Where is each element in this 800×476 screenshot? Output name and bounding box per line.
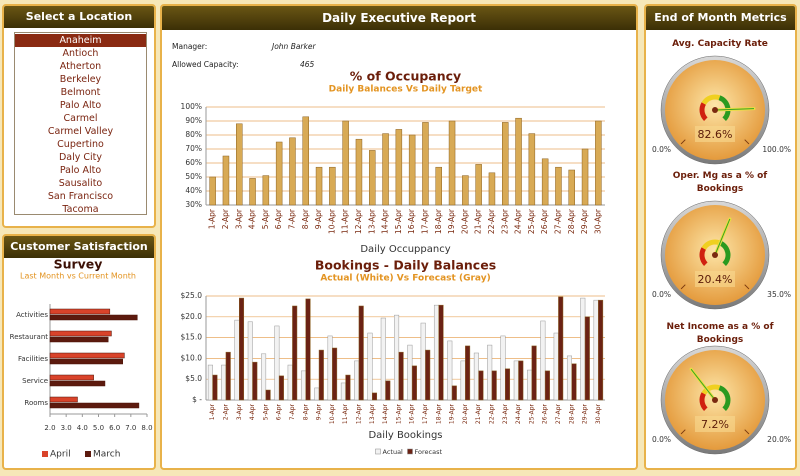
gauge-title: Avg. Capacity Rate xyxy=(672,39,768,49)
field-label: Allowed Capacity: xyxy=(172,60,239,69)
location-item[interactable]: Carmel xyxy=(63,113,98,124)
gauge-title: Net Income as a % of Bookings xyxy=(666,322,774,345)
location-item[interactable]: Berkeley xyxy=(59,74,102,85)
location-item[interactable]: Palo Alto xyxy=(59,100,102,111)
panel-header: Daily Executive Report xyxy=(162,6,636,30)
satisfaction-panel: Customer Satisfaction xyxy=(2,234,156,470)
field-value: John Barker xyxy=(272,42,316,51)
metrics-panel: End of Month Metrics xyxy=(644,4,797,470)
location-item[interactable]: Antioch xyxy=(62,48,99,59)
location-item[interactable]: Atherton xyxy=(59,61,102,72)
field-label: Manager: xyxy=(172,42,208,51)
location-item[interactable]: Daly City xyxy=(58,152,103,163)
panel-header: Select a Location xyxy=(4,6,154,28)
panel-header: Customer Satisfaction xyxy=(4,236,154,258)
location-item[interactable]: Sausalito xyxy=(58,178,103,189)
location-item[interactable]: Anaheim xyxy=(15,34,146,47)
location-panel: Select a Location Anaheim Antioch Atherton… xyxy=(2,4,156,228)
report-panel: Daily Executive Report xyxy=(160,4,638,470)
location-item[interactable]: Carmel Valley xyxy=(47,126,114,137)
location-item[interactable]: Cupertino xyxy=(57,139,104,150)
location-item[interactable]: San Francisco xyxy=(47,191,114,202)
location-item[interactable]: Belmont xyxy=(60,87,101,98)
location-item[interactable]: Tacoma xyxy=(62,204,99,215)
gauge-title: Oper. Mg as a % of Bookings xyxy=(672,171,768,194)
panel-header: End of Month Metrics xyxy=(646,6,795,30)
location-item[interactable]: Palo Alto xyxy=(59,165,102,176)
field-value: 465 xyxy=(300,60,315,69)
location-list: Anaheim Antioch Atherton Berkeley Belmont Pal… xyxy=(14,32,147,215)
